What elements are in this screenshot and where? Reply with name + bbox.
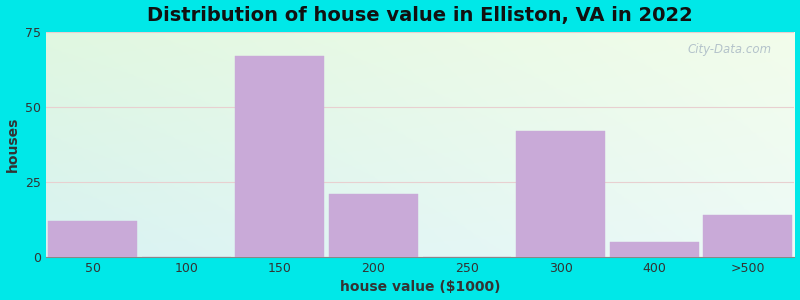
Bar [516,131,605,257]
Bar [329,194,418,257]
Bar [610,242,698,257]
X-axis label: house value ($1000): house value ($1000) [340,280,501,294]
Bar [235,56,324,257]
Bar [48,221,137,257]
Y-axis label: houses: houses [6,117,19,172]
Text: City-Data.com: City-Data.com [688,43,772,56]
Title: Distribution of house value in Elliston, VA in 2022: Distribution of house value in Elliston,… [147,6,693,25]
Bar [703,215,792,257]
